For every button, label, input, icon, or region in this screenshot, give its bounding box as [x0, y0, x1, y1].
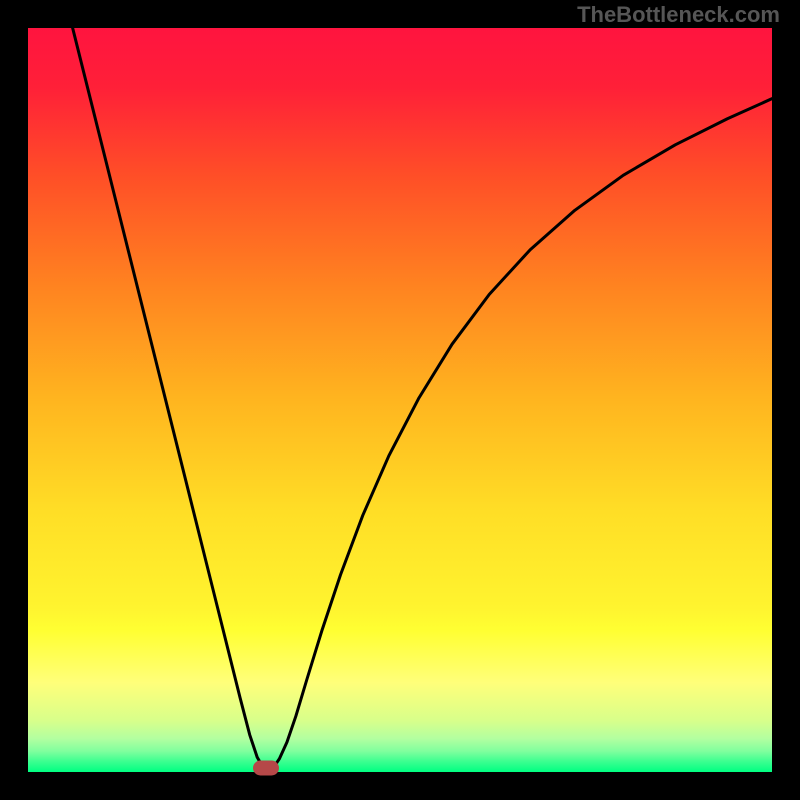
curve-svg: [28, 28, 772, 772]
bottleneck-curve: [73, 28, 772, 771]
watermark-text: TheBottleneck.com: [577, 2, 780, 28]
plot-area: [28, 28, 772, 772]
optimum-marker: [253, 760, 279, 775]
chart-container: { "watermark": { "text": "TheBottleneck.…: [0, 0, 800, 800]
